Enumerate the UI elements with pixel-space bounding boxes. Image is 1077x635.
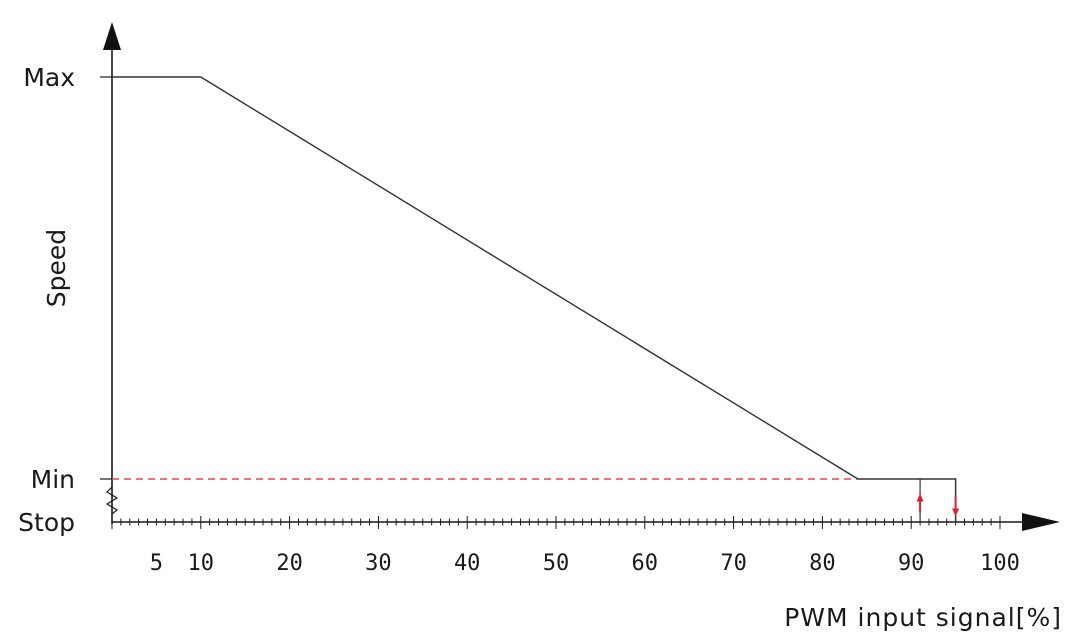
hysteresis-arrow-down-head (952, 508, 960, 517)
y-level-label-stop: Stop (18, 508, 75, 537)
x-tick-label: 40 (454, 551, 481, 576)
y-axis-arrowhead (103, 22, 121, 50)
x-tick-label: 5 (150, 551, 163, 576)
speed-curve-line (112, 76, 957, 522)
series-group (112, 76, 960, 522)
x-tick-label: 60 (632, 551, 659, 576)
x-axis-title: PWM input signal[%] (784, 603, 1062, 632)
x-tick-label: 80 (809, 551, 836, 576)
hysteresis-arrow-up-head (916, 493, 924, 502)
x-tick-label: 70 (720, 551, 747, 576)
y-axis-break-zigzag (105, 483, 119, 515)
x-tick-label: 30 (365, 551, 392, 576)
axes-group (100, 22, 1060, 531)
y-level-label-max: Max (23, 63, 75, 92)
x-tick-label: 90 (898, 551, 925, 576)
x-axis-arrowhead (1022, 513, 1060, 531)
y-level-label-min: Min (31, 465, 75, 494)
x-tick-label: 50 (543, 551, 570, 576)
x-tick-label: 10 (188, 551, 215, 576)
x-tick-label: 20 (276, 551, 303, 576)
x-tick-label: 100 (980, 551, 1020, 576)
y-axis-title: Speed (42, 229, 71, 307)
labels-group: PWM input signal[%] Speed Max Min Stop 5 10 2… (18, 63, 1062, 632)
